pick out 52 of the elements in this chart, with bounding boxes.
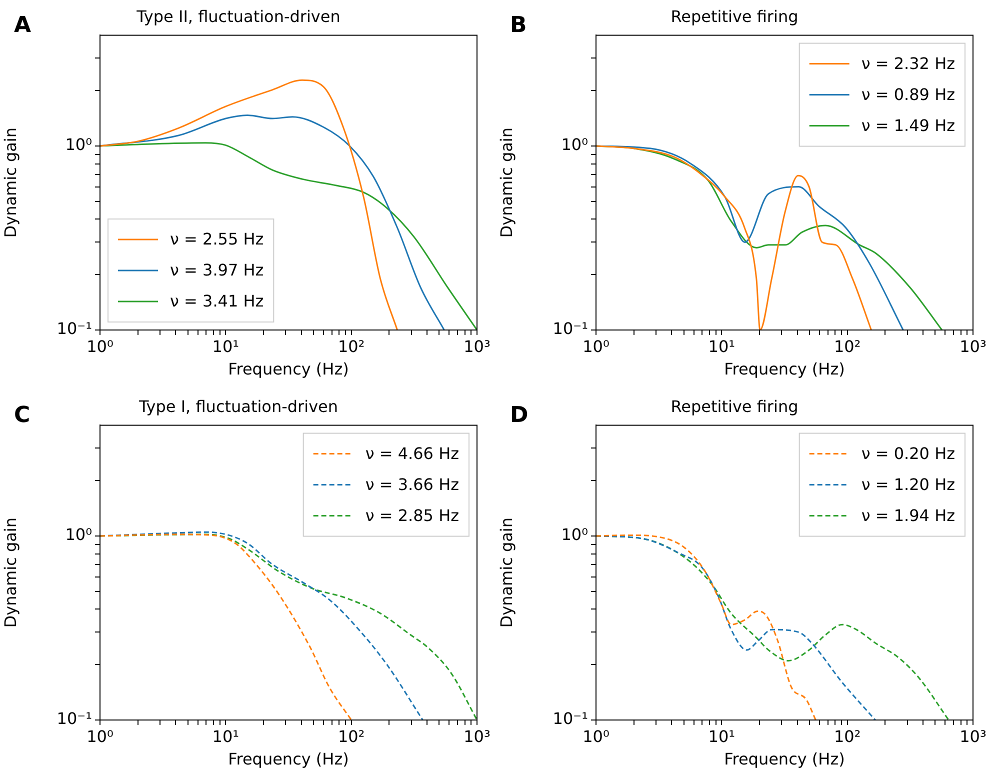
- legend-label: ν = 0.20 Hz: [861, 444, 955, 463]
- legend-label: ν = 1.94 Hz: [861, 506, 955, 525]
- legend-label: ν = 0.89 Hz: [861, 84, 955, 104]
- chart-title: Type II, fluctuation-driven: [136, 6, 340, 26]
- x-tick-label: 10³: [464, 726, 490, 746]
- y-tick-label: 10⁰: [561, 525, 588, 544]
- x-axis-title: Frequency (Hz): [724, 750, 845, 769]
- legend-label: ν = 3.41 Hz: [170, 292, 264, 311]
- y-axis-title: Dynamic gain: [496, 128, 516, 238]
- y-tick-label: 10⁰: [65, 525, 92, 544]
- legend-label: ν = 2.32 Hz: [861, 54, 955, 73]
- x-tick-label: 10¹: [212, 336, 240, 356]
- y-tick-label: 10⁰: [65, 135, 92, 154]
- x-tick-label: 10⁰: [582, 336, 610, 356]
- y-tick-label: 10⁻¹: [56, 709, 92, 728]
- y-axis-title: Dynamic gain: [496, 518, 516, 628]
- x-axis-title: Frequency (Hz): [228, 750, 349, 769]
- x-tick-label: 10¹: [708, 726, 736, 746]
- y-axis-title: Dynamic gain: [0, 128, 20, 238]
- chart-title: Repetitive firing: [670, 396, 798, 416]
- text: C: [14, 403, 30, 428]
- legend-label: ν = 3.66 Hz: [365, 474, 459, 494]
- chart-title: Repetitive firing: [670, 6, 798, 26]
- x-tick-label: 10³: [464, 336, 490, 356]
- x-tick-label: 10²: [834, 336, 861, 356]
- text: D: [510, 403, 528, 428]
- x-tick-label: 10⁰: [86, 726, 114, 746]
- text: B: [510, 13, 527, 38]
- y-tick-label: 10⁻¹: [552, 319, 588, 338]
- x-tick-label: 10¹: [212, 726, 240, 746]
- chart-title: Type I, fluctuation-driven: [138, 396, 338, 416]
- x-tick-label: 10⁰: [582, 726, 610, 746]
- x-tick-label: 10¹: [708, 336, 736, 356]
- legend-label: ν = 1.49 Hz: [861, 116, 955, 135]
- x-axis-title: Frequency (Hz): [228, 360, 349, 379]
- x-tick-label: 10²: [338, 726, 365, 746]
- y-tick-label: 10⁻¹: [552, 709, 588, 728]
- x-tick-label: 10³: [960, 336, 986, 356]
- x-tick-label: 10²: [834, 726, 861, 746]
- y-tick-label: 10⁰: [561, 135, 588, 154]
- y-axis-title: Dynamic gain: [0, 518, 20, 628]
- y-tick-label: 10⁻¹: [56, 319, 92, 338]
- x-tick-label: 10⁰: [86, 336, 114, 356]
- x-tick-label: 10²: [338, 336, 365, 356]
- legend-label: ν = 4.66 Hz: [365, 444, 459, 463]
- x-tick-label: 10³: [960, 726, 986, 746]
- legend-label: ν = 2.55 Hz: [170, 230, 264, 249]
- legend-label: ν = 2.85 Hz: [365, 506, 459, 525]
- text: A: [14, 13, 32, 38]
- legend-label: ν = 1.20 Hz: [861, 474, 955, 494]
- legend-label: ν = 3.97 Hz: [170, 260, 264, 280]
- x-axis-title: Frequency (Hz): [724, 360, 845, 379]
